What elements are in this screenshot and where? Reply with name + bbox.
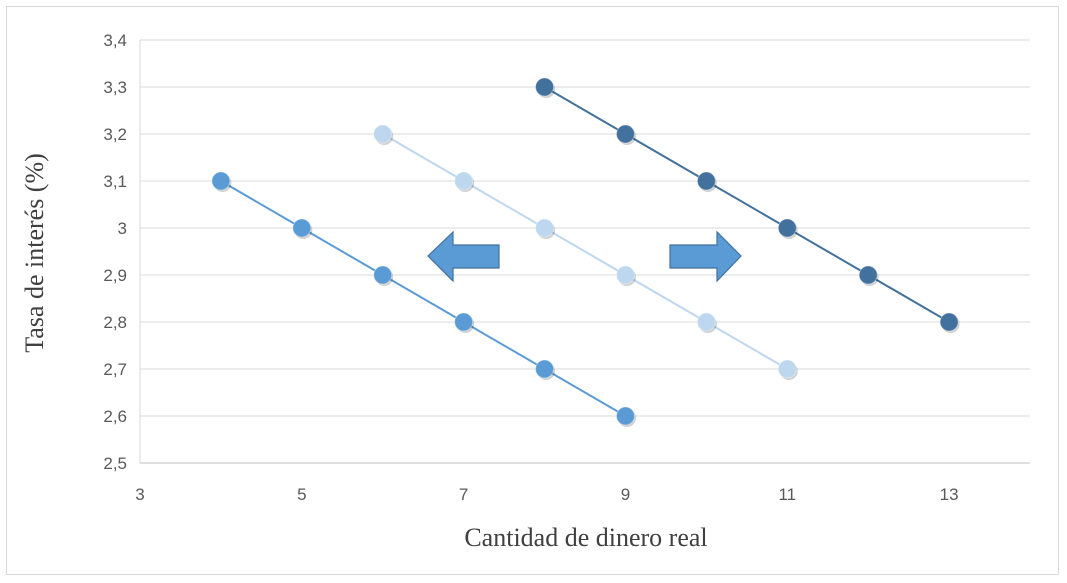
data-point xyxy=(374,266,392,284)
data-point xyxy=(293,219,311,237)
y-tick-label: 2,9 xyxy=(103,266,127,285)
x-tick-label: 5 xyxy=(297,485,306,504)
data-point xyxy=(374,125,392,143)
y-tick-label: 3,4 xyxy=(103,31,127,50)
x-axis-title: Cantidad de dinero real xyxy=(464,523,707,552)
data-point xyxy=(940,313,958,331)
series-1 xyxy=(212,172,636,427)
data-point xyxy=(616,125,634,143)
y-tick-label: 2,5 xyxy=(103,454,127,473)
data-point xyxy=(455,313,473,331)
left-arrow xyxy=(428,232,499,281)
series-3 xyxy=(536,78,960,333)
x-tick-label: 13 xyxy=(940,485,959,504)
series-group xyxy=(212,78,960,427)
y-axis-ticks: 2,5 2,6 2,7 2,8 2,9 3 3,1 3,2 3,3 3,4 xyxy=(103,31,127,473)
data-point xyxy=(455,172,473,190)
x-tick-label: 11 xyxy=(778,485,796,504)
data-point xyxy=(212,172,230,190)
series-line xyxy=(221,181,626,416)
data-point xyxy=(697,313,715,331)
y-tick-label: 2,7 xyxy=(103,360,127,379)
y-tick-label: 3 xyxy=(118,219,127,238)
data-point xyxy=(616,266,634,284)
x-tick-label: 7 xyxy=(459,485,468,504)
y-axis-title: Tasa de interés (%) xyxy=(20,153,49,353)
data-point xyxy=(616,407,634,425)
data-point xyxy=(778,219,796,237)
data-point xyxy=(697,172,715,190)
x-tick-label: 9 xyxy=(621,485,630,504)
data-point xyxy=(778,360,796,378)
x-tick-label: 3 xyxy=(135,485,144,504)
data-point xyxy=(859,266,877,284)
shift-arrows xyxy=(428,232,741,281)
data-point xyxy=(536,219,554,237)
y-tick-label: 3,3 xyxy=(103,78,127,97)
right-arrow xyxy=(670,232,741,281)
y-tick-label: 2,8 xyxy=(103,313,127,332)
x-axis-ticks: 3 5 7 9 11 13 xyxy=(135,485,958,504)
series-line xyxy=(545,87,950,322)
y-tick-label: 3,2 xyxy=(103,125,127,144)
data-point xyxy=(536,360,554,378)
y-tick-label: 2,6 xyxy=(103,407,127,426)
y-tick-label: 3,1 xyxy=(103,172,127,191)
data-point xyxy=(536,78,554,96)
